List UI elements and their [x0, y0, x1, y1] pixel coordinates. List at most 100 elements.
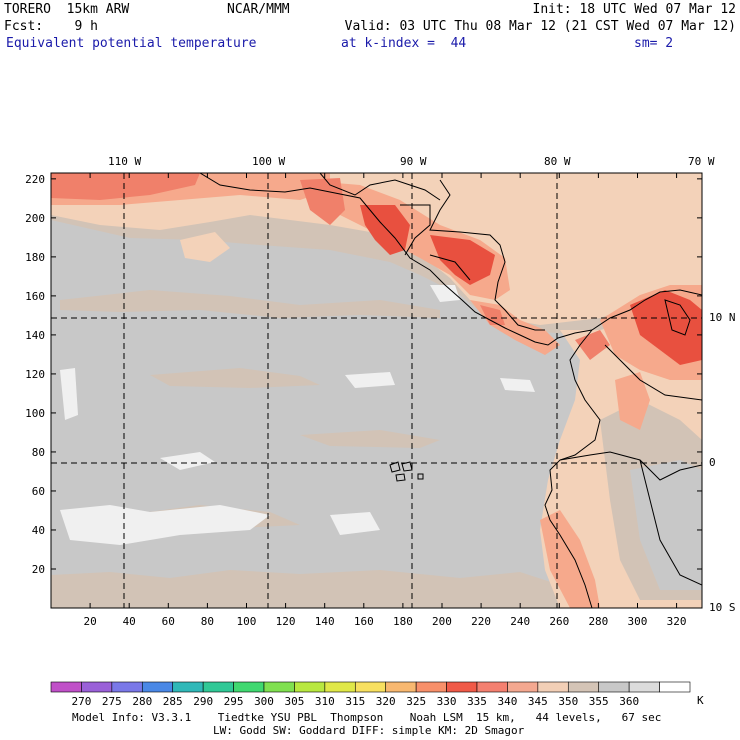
colorbar-swatch: [202, 681, 234, 693]
graticule: [51, 173, 702, 608]
colorbar-label: 275: [102, 695, 122, 708]
colorbar-swatch: [81, 681, 113, 693]
north-pale-region: [51, 173, 702, 325]
plot-frame: [50, 172, 703, 609]
orange-interior: [615, 372, 650, 430]
colorbar-label: 290: [193, 695, 213, 708]
white-patch-3: [160, 452, 215, 470]
forecast-hour: Fcst: 9 h: [4, 19, 98, 34]
x-tick-label: 140: [315, 615, 335, 628]
x-tick-label: 60: [162, 615, 175, 628]
lon-label-90w: 90 W: [400, 155, 427, 168]
colorbar-label: 310: [315, 695, 335, 708]
galapagos-2: [401, 461, 413, 472]
colorbar-label: 285: [163, 695, 183, 708]
y-axis-ticks: 20 40 60 80 100 120 140 160 180 200 220: [25, 173, 702, 576]
colorbar-label: 300: [254, 695, 274, 708]
colorbar-swatch: [628, 681, 660, 693]
colorbar-swatch: [507, 681, 539, 693]
border-peru: [639, 459, 702, 586]
x-tick-label: 280: [588, 615, 608, 628]
warm-streak-1: [60, 290, 440, 318]
colorbar-label: 325: [406, 695, 426, 708]
init-time: Init: 18 UTC Wed 07 Mar 12: [532, 2, 737, 17]
galapagos-3: [395, 473, 406, 482]
x-tick-label: 160: [354, 615, 374, 628]
y-tick-label: 120: [25, 368, 45, 381]
white-patch-5: [330, 512, 380, 535]
x-tick-label: 100: [237, 615, 257, 628]
colorbar-label: 340: [497, 695, 517, 708]
physics-info: LW: Godd SW: Goddard DIFF: simple KM: 2D…: [213, 724, 525, 737]
border-colombia: [604, 344, 702, 401]
colorbar-swatch: [567, 681, 600, 693]
colorbar-swatch: [476, 681, 508, 693]
warm-streak-2: [150, 368, 320, 388]
x-tick-label: 40: [123, 615, 136, 628]
colorbar-swatch: [385, 681, 417, 693]
red-honduras: [430, 235, 495, 285]
white-patch-6: [60, 368, 78, 420]
red-mexico: [300, 178, 345, 225]
colorbar-label: 305: [284, 695, 304, 708]
y-tick-label: 200: [25, 212, 45, 225]
galapagos-4: [417, 473, 424, 480]
colorbar-swatch: [598, 681, 630, 693]
colorbar-unit: K: [697, 694, 704, 707]
red-guatemala: [360, 205, 410, 255]
warm-streak-3: [300, 430, 440, 448]
y-tick-label: 100: [25, 407, 45, 420]
x-tick-label: 20: [83, 615, 96, 628]
x-tick-label: 260: [549, 615, 569, 628]
x-tick-label: 200: [432, 615, 452, 628]
colorbar-swatch: [263, 681, 295, 693]
colorbar-label: 360: [619, 695, 639, 708]
smoothing-label: sm= 2: [634, 36, 674, 51]
colorbar-label: 295: [224, 695, 244, 708]
border-honduras: [429, 254, 471, 281]
coast-caribbean: [429, 179, 545, 331]
y-tick-label: 160: [25, 290, 45, 303]
colorbar-label: 280: [132, 695, 152, 708]
colorbar-label: 350: [558, 695, 578, 708]
y-tick-label: 60: [32, 485, 45, 498]
x-tick-label: 320: [667, 615, 687, 628]
y-tick-label: 80: [32, 446, 45, 459]
red-northwest: [51, 173, 200, 200]
lon-label-100w: 100 W: [252, 155, 286, 168]
colorbar: 270 275 280 285 290 295 300 305 310 315 320 325 330 3…: [50, 681, 691, 708]
valid-time: Valid: 03 UTC Thu 08 Mar 12 (21 CST Wed …: [344, 19, 736, 34]
x-tick-label: 240: [510, 615, 530, 628]
lat-label-10n: 10 N: [709, 311, 736, 324]
red-colombia-west: [575, 330, 610, 360]
colorbar-label: 335: [467, 695, 487, 708]
colorbar-swatch: [172, 681, 204, 693]
colorbar-swatch: [294, 681, 326, 693]
colorbar-label: 355: [589, 695, 609, 708]
colorbar-swatch: [141, 681, 174, 693]
y-tick-label: 140: [25, 329, 45, 342]
lat-label-10s: 10 S: [709, 601, 736, 614]
coastlines: [199, 173, 702, 608]
colorbar-label: 320: [376, 695, 396, 708]
model-info: Model Info: V3.3.1 Tiedtke YSU PBL Thomp…: [72, 711, 662, 724]
x-tick-label: 220: [471, 615, 491, 628]
colorbar-label: 330: [437, 695, 457, 708]
x-axis-ticks: 20 40 60 80 100 120 140 160 180 200 220 240 260 280 30…: [83, 173, 687, 628]
lat-label-equator: 0: [709, 456, 716, 469]
x-tick-label: 120: [276, 615, 296, 628]
colorbar-swatch: [415, 681, 447, 693]
colorbar-swatch: [233, 681, 265, 693]
white-patch-4: [60, 505, 270, 545]
y-tick-label: 220: [25, 173, 45, 186]
colorbar-swatch: [111, 681, 143, 693]
colorbar-swatch: [50, 681, 82, 693]
red-venezuela: [630, 290, 702, 365]
colorbar-label: 315: [345, 695, 365, 708]
lon-label-80w: 80 W: [544, 155, 571, 168]
white-patch-7: [430, 285, 460, 302]
colorbar-swatch: [537, 681, 569, 693]
lon-label-110w: 110 W: [108, 155, 142, 168]
x-tick-label: 300: [628, 615, 648, 628]
org-name: NCAR/MMM: [227, 2, 290, 17]
